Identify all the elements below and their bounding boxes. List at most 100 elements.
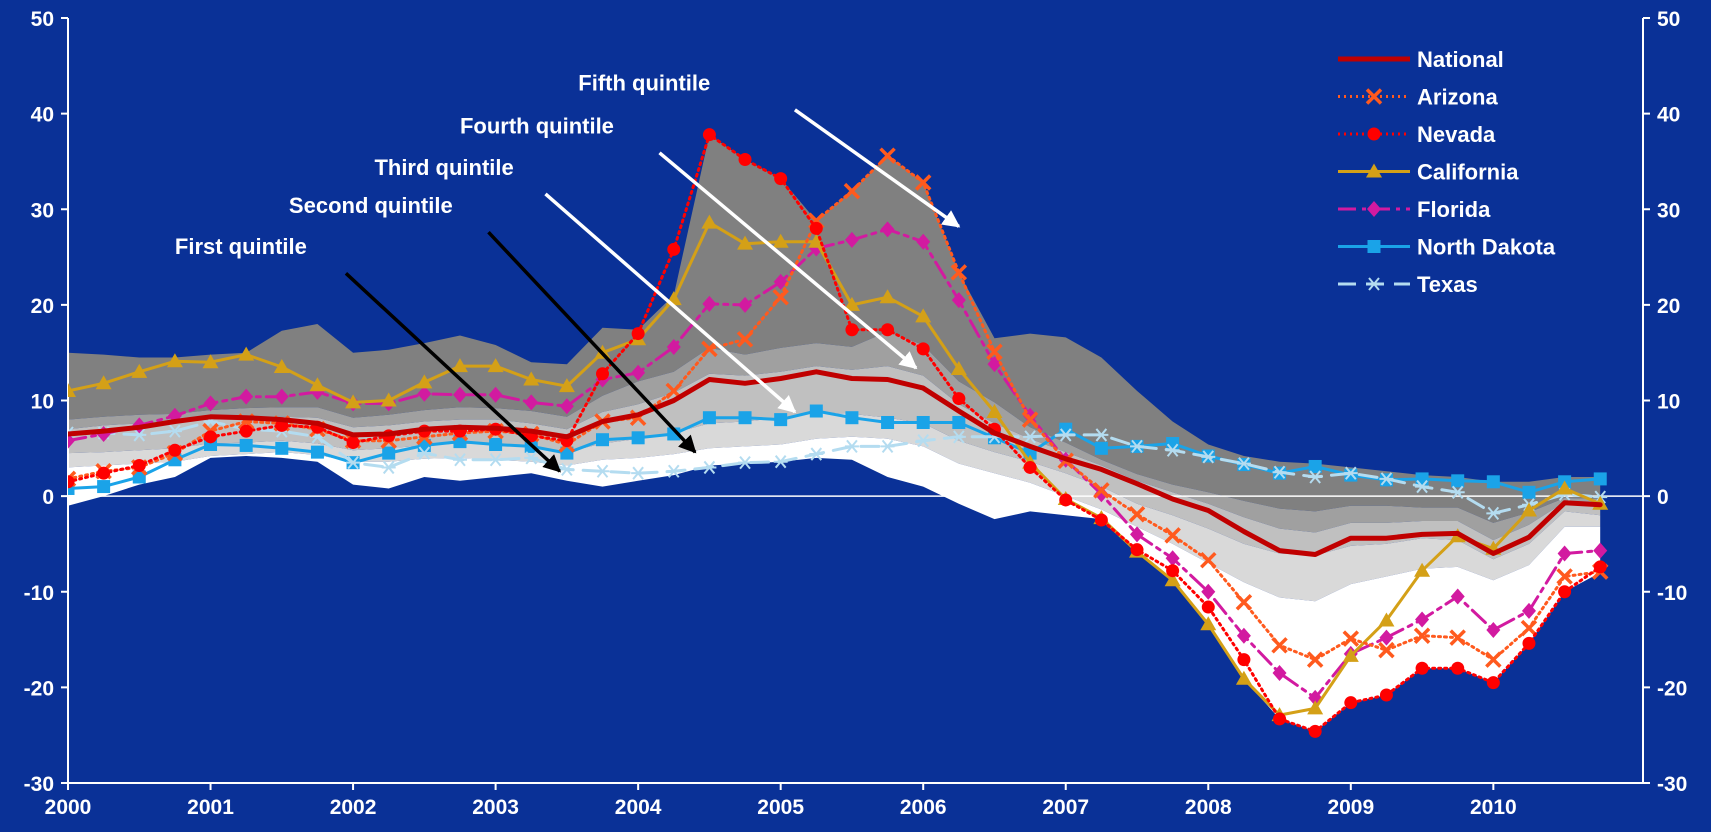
data-point-california	[451, 358, 468, 373]
data-point-california	[487, 358, 504, 373]
y-tick-label-right: 50	[1657, 8, 1680, 31]
data-point-arizona	[1520, 619, 1538, 637]
legend-label-texas: Texas	[1417, 272, 1478, 297]
legend-item-nevada: Nevada	[1338, 122, 1496, 147]
data-point-california	[1307, 700, 1324, 715]
data-point-california	[1378, 612, 1395, 627]
data-point-california	[843, 296, 860, 311]
data-point-texas	[809, 447, 824, 461]
data-point-arizona	[1413, 627, 1431, 644]
data-point-nevada	[881, 323, 895, 337]
annotation-second-quintile: Second quintile	[289, 193, 697, 454]
data-point-north-dakota	[1094, 441, 1108, 455]
data-point-nevada	[738, 153, 752, 167]
legend-marker-nevada	[1367, 127, 1381, 141]
x-tick-label: 2009	[1327, 796, 1374, 819]
data-point-california	[523, 371, 540, 386]
data-point-florida	[1272, 665, 1287, 682]
y-tick-label-right: 30	[1657, 199, 1680, 222]
y-tick-label-left: 10	[31, 391, 54, 414]
data-point-california	[1342, 647, 1359, 662]
legend-marker-arizona	[1365, 88, 1383, 105]
y-tick-label-right: -10	[1657, 582, 1687, 605]
y-tick-label-left: 40	[31, 104, 54, 127]
data-point-arizona	[1378, 641, 1395, 659]
data-point-california	[131, 363, 148, 378]
data-point-texas	[417, 446, 432, 460]
legend-marker-california	[1366, 163, 1382, 178]
legend-label-arizona: Arizona	[1417, 85, 1498, 110]
data-point-texas	[1343, 466, 1358, 480]
data-point-texas	[595, 464, 610, 478]
data-point-florida	[488, 386, 503, 403]
data-point-north-dakota	[916, 415, 930, 429]
annotation-label-second-quintile: Second quintile	[289, 193, 453, 218]
y-tick-label-left: 30	[31, 199, 54, 222]
data-point-florida	[1379, 629, 1394, 646]
data-point-texas	[844, 439, 859, 454]
data-point-florida	[417, 385, 432, 402]
data-point-california	[950, 360, 967, 375]
data-point-california	[772, 233, 789, 248]
y-tick-label-left: 20	[31, 295, 54, 318]
data-point-texas	[1379, 472, 1394, 486]
data-point-arizona	[1342, 630, 1360, 647]
x-tick-label: 2004	[615, 796, 662, 819]
data-point-texas	[452, 453, 467, 467]
data-point-arizona	[701, 340, 718, 358]
annotation-label-first-quintile: First quintile	[175, 234, 307, 259]
annotation-arrow-second-quintile	[487, 231, 697, 454]
data-point-florida	[631, 364, 646, 381]
data-point-california	[879, 289, 896, 304]
data-point-nevada	[952, 392, 966, 406]
data-point-nevada	[1593, 560, 1607, 574]
band-fourth-quintile	[68, 331, 1601, 541]
data-point-florida	[559, 398, 574, 415]
data-point-nevada	[204, 430, 218, 444]
data-point-texas	[1415, 479, 1430, 494]
legend-label-north-dakota: North Dakota	[1417, 235, 1556, 260]
y-tick-label-right: -20	[1657, 677, 1687, 700]
band-fifth-quintile	[68, 134, 1601, 523]
legend-marker-texas	[1367, 277, 1381, 291]
data-point-nevada	[97, 466, 111, 480]
data-point-north-dakota	[1451, 474, 1465, 488]
data-point-texas	[132, 428, 147, 442]
data-point-california	[737, 235, 754, 250]
x-tick-label: 2006	[900, 796, 947, 819]
data-point-arizona	[1449, 629, 1466, 646]
data-point-nevada	[1379, 688, 1393, 702]
data-point-nevada	[1023, 460, 1037, 474]
annotation-arrow-first-quintile	[344, 272, 562, 473]
data-point-north-dakota	[1415, 472, 1429, 486]
data-point-texas	[631, 466, 646, 480]
data-point-california	[273, 359, 290, 374]
legend-item-texas: Texas	[1338, 272, 1478, 297]
data-point-north-dakota	[1486, 475, 1500, 489]
data-point-florida	[1593, 542, 1608, 559]
quintile-annotations: Fifth quintile Fourth quintile Third quint…	[175, 71, 961, 473]
data-point-texas	[1486, 506, 1501, 520]
data-point-nevada	[774, 172, 788, 186]
data-point-florida	[1557, 545, 1572, 562]
series-california	[68, 214, 1609, 722]
data-point-florida	[524, 394, 539, 411]
data-point-florida	[1521, 602, 1536, 619]
annotation-fifth-quintile: Fifth quintile	[578, 71, 961, 228]
data-point-nevada	[631, 327, 645, 341]
data-point-arizona	[1093, 482, 1110, 499]
x-tick-label: 2008	[1185, 796, 1232, 819]
annotation-first-quintile: First quintile	[175, 234, 562, 473]
data-point-north-dakota	[239, 438, 253, 452]
data-point-texas	[1058, 428, 1073, 442]
y-tick-label-right: 10	[1657, 391, 1680, 414]
data-point-nevada	[596, 367, 610, 381]
annotation-label-fifth-quintile: Fifth quintile	[578, 71, 710, 96]
data-point-texas	[488, 453, 503, 467]
axes: -30 -30 -20 -20 -10 -10 0 0 10 10 20 20 30 30 40 40 50 50…	[24, 8, 1688, 819]
data-point-north-dakota	[1522, 485, 1536, 499]
data-point-florida	[239, 388, 254, 405]
data-point-nevada	[845, 323, 859, 337]
data-point-nevada	[1201, 600, 1215, 614]
data-point-texas	[1308, 470, 1323, 484]
